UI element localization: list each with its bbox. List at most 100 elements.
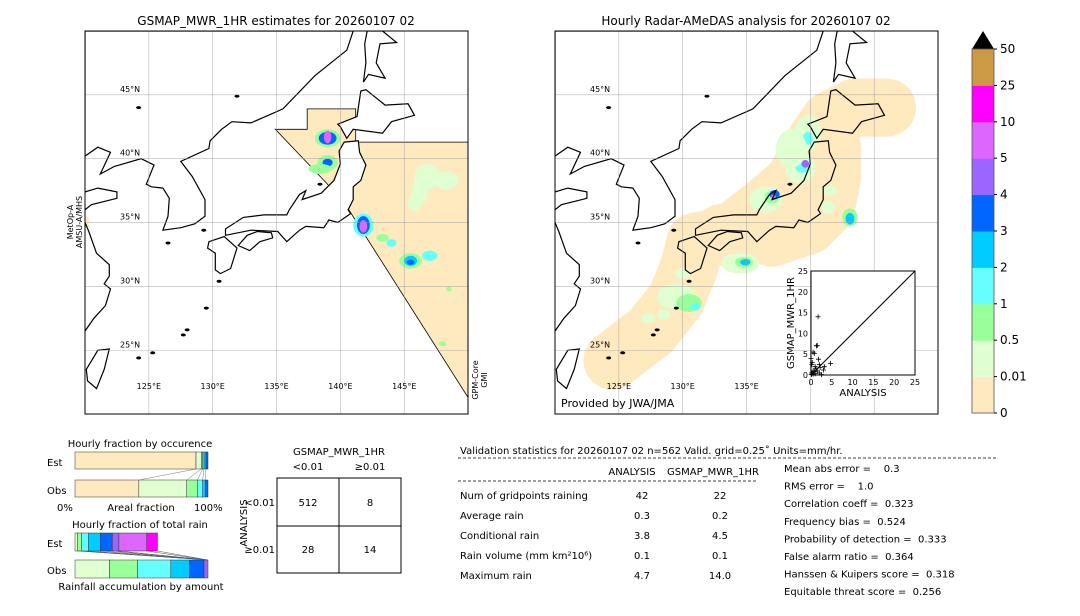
colorbar-segment	[972, 303, 994, 341]
colorbar-tick-label: 3	[1000, 224, 1008, 238]
bar-segment	[203, 451, 207, 470]
colorbar-tick-label: 5	[1000, 151, 1008, 165]
rain-cell	[821, 185, 838, 196]
score-line: Equitable threat score = 0.256	[784, 587, 941, 598]
rain-cell	[422, 250, 438, 261]
contingency-table: GSMAP_MWR_1HR<0.01 ≥0.01ANALYSIS<0.01≥0.0…	[239, 447, 402, 574]
rain-cell	[801, 159, 810, 168]
island	[234, 94, 240, 98]
left-map-title: GSMAP_MWR_1HR estimates for 20260107 02	[137, 14, 414, 28]
stat-gsmap-value: 22	[714, 491, 727, 502]
left-map: 125°E 130°E 135°E 140°E 145°E 45°N 40°N 35°N 30°…	[84, 30, 469, 415]
col-header: <0.01	[293, 462, 324, 473]
x-tick-label: 25	[910, 378, 920, 387]
obs-label: Obs	[47, 486, 66, 497]
rain-cell	[406, 259, 415, 265]
colorbar-extend-arrow	[972, 31, 994, 49]
y-tick-label: 15	[798, 309, 808, 318]
scatter-point	[814, 342, 820, 348]
scatter-point	[812, 364, 818, 370]
scatter-point	[811, 369, 817, 375]
stat-row-label: Conditional rain	[460, 531, 539, 542]
island	[136, 106, 142, 110]
rain-cell	[740, 258, 751, 266]
scatter-point	[809, 362, 815, 368]
left-sensor-label-2: AMSU-A/MHS	[75, 196, 84, 248]
x-tick-0: 0%	[57, 503, 73, 514]
bar-segment	[205, 479, 209, 498]
stat-analysis-value: 3.8	[634, 531, 650, 542]
map-frame	[554, 30, 939, 415]
colorbar-tick-label: 0.01	[1000, 370, 1027, 384]
coastline-hokkaido	[336, 89, 416, 140]
coastline-kyushu	[676, 235, 708, 275]
coastline-honshu	[694, 140, 837, 243]
coastline-china	[555, 222, 582, 332]
coastline-china	[85, 222, 112, 332]
stat-gsmap-value: 0.1	[712, 551, 728, 562]
stat-analysis-value: 42	[636, 491, 649, 502]
rain-cell	[408, 195, 421, 212]
bar-segment	[186, 479, 198, 498]
bar-segment	[170, 559, 190, 579]
island	[150, 351, 156, 355]
connector-line	[202, 468, 205, 481]
colorbar-segment	[972, 267, 994, 305]
scatter-point	[820, 367, 826, 373]
est-label: Est	[47, 539, 63, 550]
rain-cell	[446, 286, 452, 292]
coastline-shikoku	[707, 230, 744, 252]
colorbar-segment	[972, 158, 994, 196]
diagonal-line	[810, 270, 916, 376]
scatter-point	[815, 356, 821, 362]
bar-segment	[88, 532, 101, 552]
scatter-point	[813, 343, 819, 349]
connector-line	[146, 550, 209, 561]
connector-line	[118, 550, 209, 561]
island	[136, 356, 142, 360]
coastline-mainland	[555, 31, 824, 231]
rain-cell	[821, 200, 835, 214]
colorbar-tick-label: 0	[1000, 406, 1008, 420]
island	[165, 241, 171, 245]
bar-segment	[77, 532, 82, 552]
scatter-point	[815, 314, 821, 320]
x-tick-label: 10	[848, 378, 858, 387]
y-tick-label: 0	[803, 371, 808, 380]
scatter-point	[817, 365, 823, 371]
x-tick-label: 5	[829, 378, 834, 387]
scatter-point	[821, 364, 827, 370]
colorbar-segment	[972, 85, 994, 123]
island	[671, 228, 677, 232]
connector-line	[138, 468, 197, 481]
row-axis-label: ANALYSIS	[239, 499, 250, 546]
bar-segment	[205, 451, 209, 470]
bar-segment	[197, 479, 203, 498]
scatter-inset: 00 5 5 10 10 15 15 20 20 25 25 ANALYSIS GSMAP_MWR_1H…	[786, 267, 920, 399]
bar-segment	[81, 532, 89, 552]
right-sensor-label-2: GMI	[480, 372, 489, 387]
lat-tick-label: 40°N	[590, 149, 610, 158]
row-header: ≥0.01	[244, 545, 275, 556]
scatter-point	[828, 360, 834, 366]
island	[673, 306, 679, 310]
rain-cell	[641, 313, 655, 324]
row-header: <0.01	[244, 498, 275, 509]
colorbar-segment	[972, 194, 994, 232]
island	[654, 328, 660, 332]
score-line: Hanssen & Kuipers score = 0.318	[784, 570, 955, 581]
lon-tick-label: 125°E	[607, 382, 631, 391]
lat-tick-label: 25°N	[120, 340, 140, 349]
map-content	[85, 31, 468, 414]
colorbar-tick-label: 0.5	[1000, 333, 1019, 347]
coastline-sakhalin	[832, 31, 869, 83]
rain-cell	[376, 234, 389, 242]
lat-tick-label: 30°N	[590, 276, 610, 285]
stat-gsmap-value: 0.2	[712, 511, 728, 522]
stat-row-label: Average rain	[460, 511, 524, 522]
table-cell: 8	[367, 498, 373, 509]
rain-cell	[386, 239, 397, 247]
colorbar-segment	[972, 231, 994, 268]
bar-segment	[109, 559, 138, 579]
rain-cell	[438, 341, 447, 347]
